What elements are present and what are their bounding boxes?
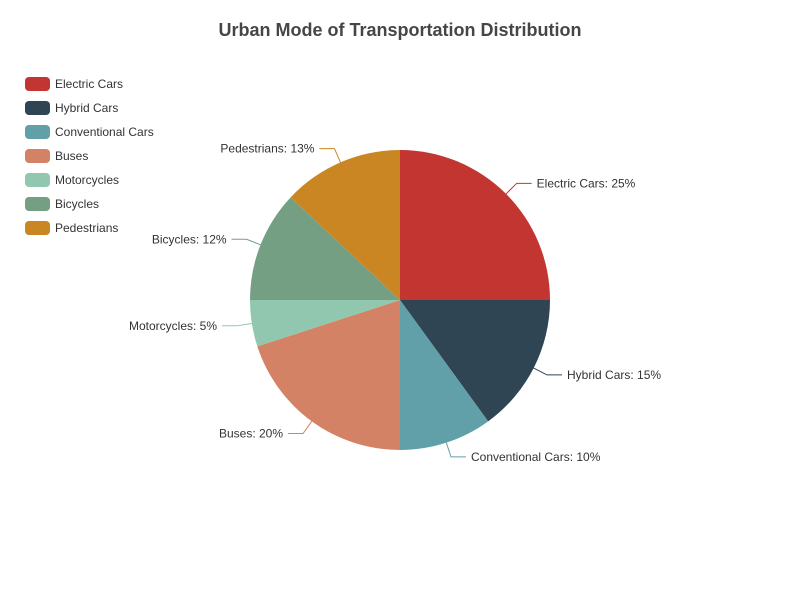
legend-item[interactable]: Motorcycles (25, 168, 154, 192)
pie-slice[interactable] (400, 300, 550, 422)
legend-item[interactable]: Pedestrians (25, 216, 154, 240)
label-leader-line (533, 367, 563, 376)
pie-slice[interactable] (250, 197, 400, 300)
label-leader-line (222, 322, 252, 327)
label-leader-line (288, 421, 313, 434)
legend-swatch (25, 77, 50, 91)
slice-label: Hybrid Cars: 15% (567, 368, 661, 382)
slice-label: Bicycles: 12% (152, 232, 227, 246)
legend-item[interactable]: Buses (25, 144, 154, 168)
legend-label: Buses (55, 149, 89, 163)
legend-item[interactable]: Bicycles (25, 192, 154, 216)
legend-label: Conventional Cars (55, 125, 154, 139)
slice-label: Buses: 20% (219, 426, 283, 440)
legend-swatch (25, 125, 50, 139)
pie-slice[interactable] (257, 300, 400, 450)
slice-label: Pedestrians: 13% (220, 142, 314, 156)
slice-label: Electric Cars: 25% (537, 176, 636, 190)
legend-label: Hybrid Cars (55, 101, 119, 115)
pie-slice[interactable] (400, 300, 489, 450)
label-leader-line (445, 442, 466, 458)
slice-label: Motorcycles: 5% (129, 319, 217, 333)
legend-swatch (25, 101, 50, 115)
legend-item[interactable]: Hybrid Cars (25, 96, 154, 120)
pie-slice[interactable] (250, 300, 400, 347)
pie-slice[interactable] (400, 150, 550, 300)
legend-swatch (25, 173, 50, 187)
label-leader-line (505, 182, 532, 195)
slice-label: Conventional Cars: 10% (471, 450, 601, 464)
legend-swatch (25, 197, 50, 211)
chart-legend: Electric Cars Hybrid Cars Conventional Car… (25, 72, 154, 240)
label-leader-line (319, 148, 341, 163)
label-leader-line (231, 238, 261, 246)
chart-title: Urban Mode of Transportation Distributio… (218, 20, 582, 40)
legend-swatch (25, 221, 50, 235)
legend-item[interactable]: Conventional Cars (25, 120, 154, 144)
legend-label: Pedestrians (55, 221, 119, 235)
legend-label: Motorcycles (55, 173, 120, 187)
pie-slice[interactable] (290, 150, 400, 300)
legend-swatch (25, 149, 50, 163)
legend-label: Electric Cars (55, 77, 124, 91)
legend-item[interactable]: Electric Cars (25, 72, 154, 96)
legend-label: Bicycles (55, 197, 100, 211)
